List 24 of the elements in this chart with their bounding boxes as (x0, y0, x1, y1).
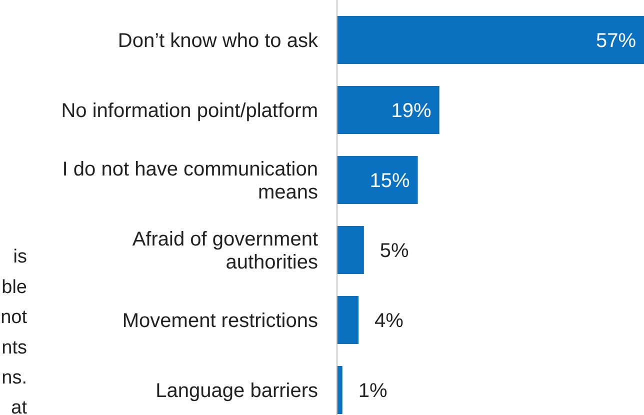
bar (337, 226, 364, 274)
data-label: 4% (374, 310, 404, 332)
text: ns. (2, 367, 27, 388)
bar (337, 86, 440, 134)
bar (337, 366, 342, 414)
y-tick-label: No information point/platform (61, 100, 318, 122)
text: not (0, 307, 28, 328)
y-tick-label: Movement restrictions (122, 310, 318, 332)
bar (337, 156, 418, 204)
text: nts (2, 337, 27, 358)
y-tick-label: Afraid of government authorities (132, 228, 318, 274)
data-label: 15% (370, 170, 410, 192)
data-label: 5% (380, 240, 410, 262)
bar (337, 16, 644, 64)
y-tick-label: Don’t know who to ask (118, 30, 319, 52)
text: at (11, 398, 28, 415)
text: ble (2, 276, 27, 298)
data-label: 1% (358, 380, 388, 402)
data-label: 19% (391, 100, 432, 122)
bar (337, 296, 359, 344)
data-label: 57% (596, 30, 636, 52)
y-tick-label: I do not have communication means (62, 158, 318, 204)
text: is (13, 246, 27, 268)
y-tick-label: Language barriers (156, 380, 318, 402)
